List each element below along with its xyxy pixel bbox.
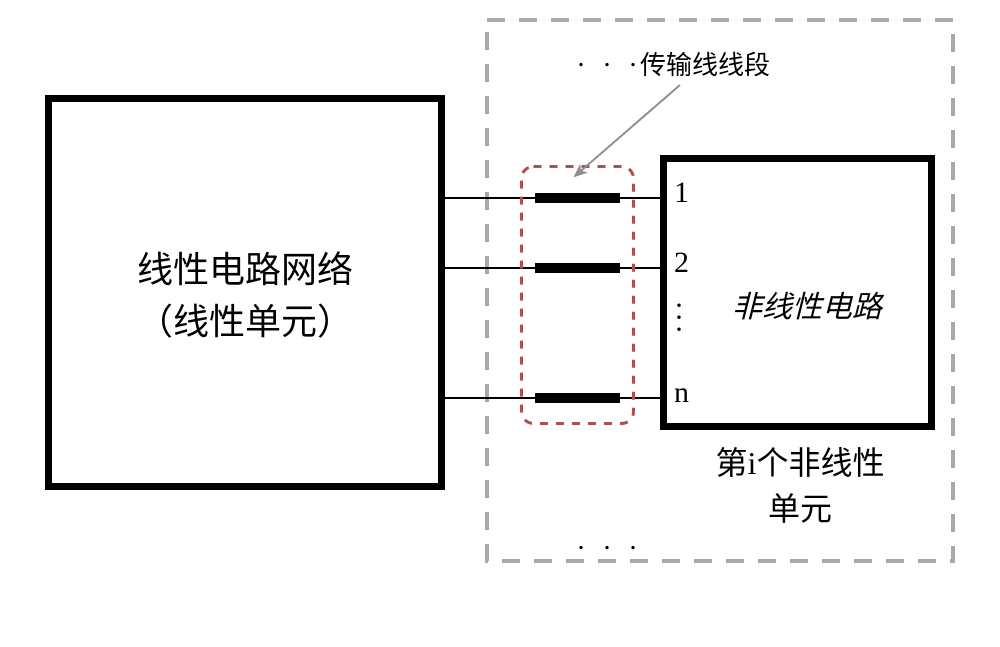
unit-label: 第i个非线性 单元 [650,438,950,530]
callout-arrow [0,0,1000,647]
unit-label-line2: 单元 [768,491,832,527]
unit-label-line1: 第i个非线性 [716,445,885,481]
diagram-stage: 线性电路网络 （线性单元） . . . . . . 非线性电路 1 2 ··· … [0,0,1000,647]
